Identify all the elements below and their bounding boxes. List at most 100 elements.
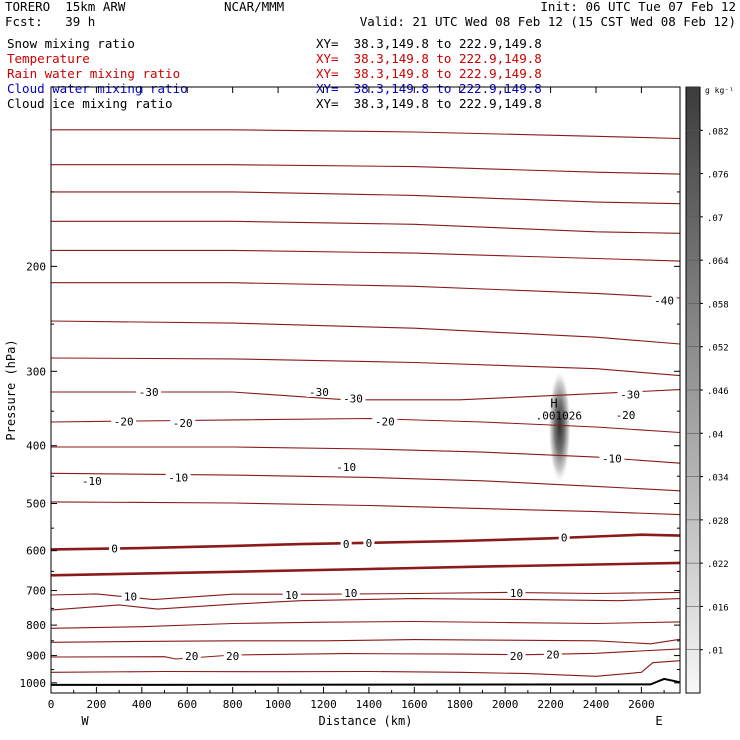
contour-label-bg <box>182 649 201 661</box>
contour-label-bg <box>651 294 677 306</box>
field-name: Snow mixing ratio <box>7 36 135 51</box>
temperature-contour <box>51 620 680 629</box>
temperature-contour <box>51 357 680 377</box>
temperature-contour <box>51 249 680 262</box>
temperature-contour <box>51 591 680 601</box>
colorbar-label: .04 <box>707 430 723 440</box>
temperature-contour <box>51 660 680 677</box>
contour-label: 0 <box>366 537 373 550</box>
x-tick-label: 2200 <box>537 698 564 711</box>
extremum-value: .001026 <box>536 410 582 423</box>
contour-label: 20 <box>546 648 559 661</box>
colorbar-unit: g kg⁻¹ <box>705 86 734 95</box>
contour-label: -30 <box>309 386 329 399</box>
temperature-contour <box>51 501 680 516</box>
temperature-contour <box>51 129 680 140</box>
center-label: NCAR/MMM <box>224 0 285 14</box>
plot-area: -40 -30 -30 -30 -30 -20 -20 -20 -20 -10 -10 -10 -10 0… <box>51 129 680 686</box>
plot-frame <box>50 86 681 694</box>
west-label: W <box>81 714 89 728</box>
x-tick-label: 800 <box>223 698 243 711</box>
y-axis-label: Pressure (hPa) <box>4 339 18 440</box>
contour-label: 0 <box>343 538 350 551</box>
extremum-marker: H <box>550 397 557 411</box>
temperature-contour <box>51 561 680 577</box>
contour-label-bg <box>363 537 375 549</box>
contour-label: -20 <box>173 417 193 430</box>
contour-label: -10 <box>602 452 622 465</box>
forecast-value: 39 h <box>65 14 96 29</box>
field-name: Rain water mixing ratio <box>7 66 181 81</box>
field-xy: XY= 38.3,149.8 to 222.9,149.8 <box>316 36 542 51</box>
forecast-hour: Fcst: 39 h <box>5 15 95 29</box>
colorbar-label: .034 <box>707 474 729 484</box>
y-tick-label: 600 <box>26 545 46 558</box>
x-tick-label: 1800 <box>446 698 473 711</box>
contour-label-bg <box>341 587 360 599</box>
contour-label: 20 <box>510 650 523 663</box>
contour-label-bg <box>109 542 121 554</box>
contour-label: 10 <box>344 587 357 600</box>
y-tick-label: 300 <box>26 365 46 378</box>
forecast-label: Fcst: <box>5 14 43 29</box>
x-tick-label: 2600 <box>628 698 655 711</box>
field-name: Temperature <box>7 51 90 66</box>
terrain-line <box>51 677 680 686</box>
colorbar-label: .082 <box>707 127 729 137</box>
contour-label-bg <box>507 586 526 598</box>
temperature-contour <box>51 389 680 401</box>
temperature-contour <box>51 638 680 645</box>
contour-label-bg <box>223 649 242 661</box>
contour-label: 20 <box>185 650 198 663</box>
contour-label-bg <box>136 386 162 398</box>
contour-label: -20 <box>114 415 134 428</box>
temperature-contour <box>51 164 680 175</box>
contour-label-bg <box>543 648 562 660</box>
contour-label-bg <box>333 460 359 472</box>
field-xy: XY= 38.3,149.8 to 222.9,149.8 <box>316 81 542 96</box>
contour-label-bg <box>599 452 625 464</box>
contour-label: -20 <box>375 415 395 428</box>
snow-mixing-ratio-blob <box>548 371 571 482</box>
contour-label: 20 <box>226 650 239 663</box>
contour-label: -30 <box>139 386 159 399</box>
y-tick-label: 1000 <box>20 677 47 690</box>
field-xy: XY= 38.3,149.8 to 222.9,149.8 <box>316 96 542 111</box>
x-tick-label: 1000 <box>265 698 292 711</box>
contour-label: 10 <box>124 590 137 603</box>
x-tick-label: 400 <box>132 698 152 711</box>
y-tick-label: 200 <box>26 260 46 273</box>
y-tick-label: 500 <box>26 497 46 510</box>
x-tick-label: 600 <box>177 698 197 711</box>
x-tick-label: 1400 <box>356 698 383 711</box>
contour-label: 0 <box>111 542 118 555</box>
y-tick-label: 900 <box>26 650 46 663</box>
colorbar-label: .046 <box>707 387 729 397</box>
contour-label-bg <box>170 416 196 428</box>
valid-time: Valid: 21 UTC Wed 08 Feb 12 (15 CST Wed … <box>359 14 736 29</box>
x-axis-label: Distance (km) <box>319 714 413 728</box>
contour-label-bg <box>617 388 643 400</box>
temperature-contour <box>51 446 680 464</box>
contour-label: 10 <box>510 587 523 600</box>
colorbar-label: .016 <box>707 603 729 613</box>
field-xy: XY= 38.3,149.8 to 222.9,149.8 <box>316 66 542 81</box>
contour-label-bg <box>282 588 301 600</box>
contour-label: -30 <box>620 388 640 401</box>
field-xy: XY= 38.3,149.8 to 222.9,149.8 <box>316 51 542 66</box>
colorbar-label: .052 <box>707 344 729 354</box>
contour-label: -20 <box>616 409 636 422</box>
contour-label: -10 <box>82 475 102 488</box>
x-tick-label: 0 <box>48 698 55 711</box>
field-name: Cloud ice mixing ratio <box>7 96 173 111</box>
contour-label: -10 <box>336 461 356 474</box>
x-tick-label: 2400 <box>583 698 610 711</box>
colorbar-label: .01 <box>707 647 723 657</box>
x-tick-label: 200 <box>86 698 106 711</box>
x-tick-label: 1200 <box>310 698 337 711</box>
colorbar-label: .058 <box>707 300 729 310</box>
field-name: Cloud water mixing ratio <box>7 81 188 96</box>
init-time: Init: 06 UTC Tue 07 Feb 12 <box>540 0 736 14</box>
contour-label-bg <box>340 538 352 550</box>
